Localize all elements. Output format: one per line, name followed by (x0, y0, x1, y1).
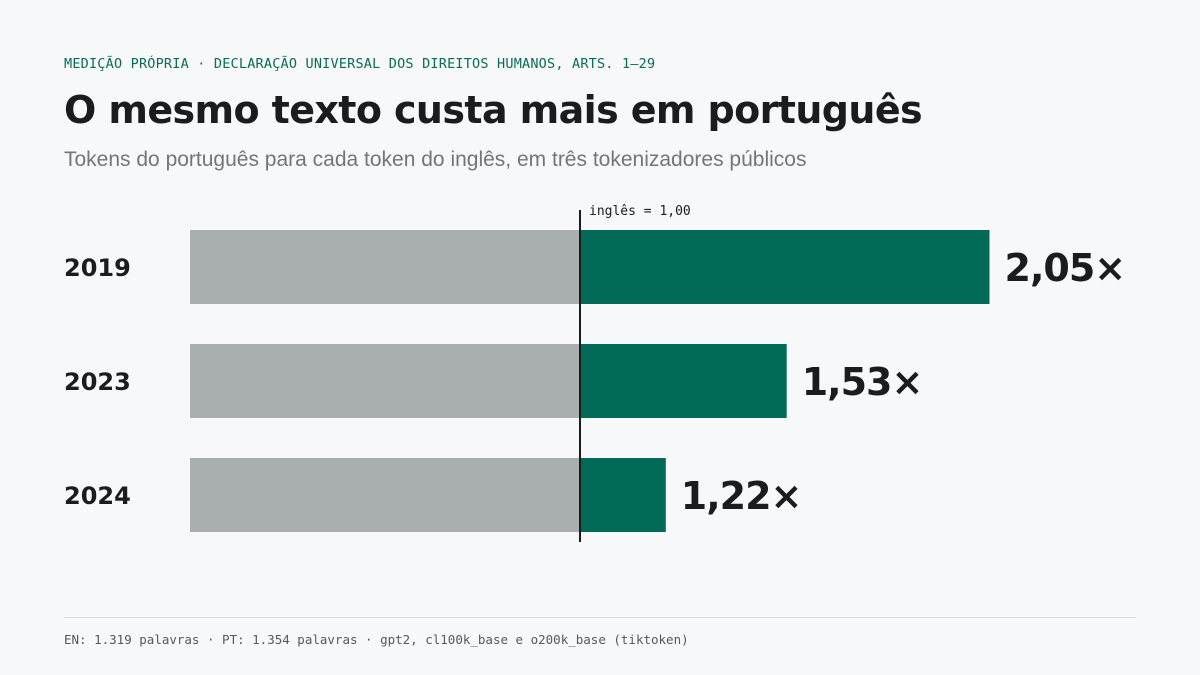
category-label-2023: 2023 (64, 368, 131, 396)
page-title: O mesmo texto custa mais em português (64, 88, 923, 132)
subtitle: Tokens do português para cada token do i… (64, 148, 807, 171)
footer-divider (64, 617, 1136, 618)
kicker: MEDIÇÃO PRÓPRIA · DECLARAÇÃO UNIVERSAL D… (64, 56, 656, 72)
value-label-2019: 2,05× (1005, 246, 1126, 290)
bar-excess-2024 (580, 458, 666, 532)
category-label-2024: 2024 (64, 482, 131, 510)
bar-baseline-2019 (190, 230, 580, 304)
footer-note: EN: 1.319 palavras · PT: 1.354 palavras … (64, 632, 689, 647)
bar-excess-2023 (580, 344, 787, 418)
value-label-2023: 1,53× (802, 360, 923, 404)
bar-excess-2019 (580, 230, 990, 304)
bar-baseline-2023 (190, 344, 580, 418)
baseline-label: inglês = 1,00 (589, 204, 691, 219)
bar-baseline-2024 (190, 458, 580, 532)
category-label-2019: 2019 (64, 254, 131, 282)
value-label-2024: 1,22× (681, 474, 802, 518)
